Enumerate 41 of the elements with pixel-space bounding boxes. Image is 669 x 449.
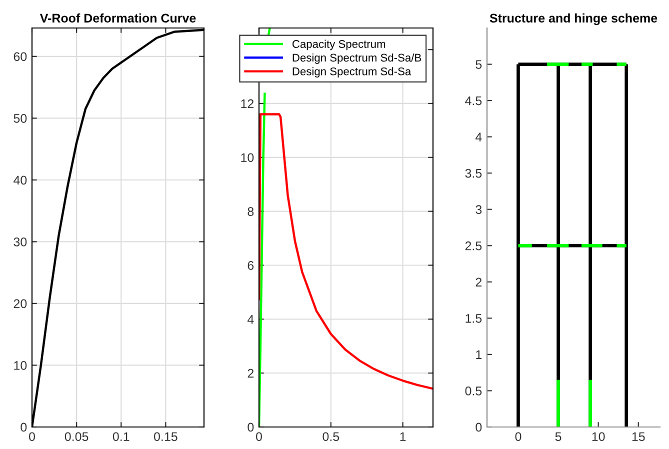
x-tick-label: 0.5 <box>322 432 340 442</box>
y-tick-label: 0 <box>476 422 482 432</box>
y-tick-label: 30 <box>14 238 27 246</box>
y-tick-label: 2 <box>476 278 482 286</box>
x-tick-label: 0 <box>515 432 522 442</box>
x-tick-label: 5 <box>555 432 562 442</box>
x-tick-label: 0.05 <box>64 432 88 442</box>
y-tick-label: 3 <box>476 205 482 214</box>
y-tick-label: 50 <box>14 114 27 123</box>
legend-label: Capacity Spectrum <box>292 40 386 50</box>
y-tick-label: 6 <box>248 261 254 270</box>
y-tick-label: 1.5 <box>466 314 482 323</box>
y-tick-label: 10 <box>14 361 27 370</box>
y-tick-label: 4.5 <box>465 96 482 106</box>
y-tick-label: 4 <box>475 132 482 142</box>
y-tick-label: 2 <box>248 368 254 378</box>
x-tick-label: 0.1 <box>112 432 130 442</box>
y-tick-label: 2.5 <box>465 241 482 250</box>
x-tick-label: 0 <box>256 432 262 442</box>
y-tick-label: 12 <box>241 99 254 108</box>
y-tick-label: 0 <box>248 422 254 432</box>
x-tick-label: 10 <box>592 432 605 442</box>
x-tick-label: 0.15 <box>154 432 178 442</box>
y-tick-label: 40 <box>14 176 27 185</box>
y-tick-label: 0.5 <box>465 386 482 396</box>
y-tick-label: 4 <box>247 315 254 324</box>
y-tick-label: 3.5 <box>465 168 482 178</box>
x-tick-label: 15 <box>632 432 645 442</box>
y-tick-label: 0 <box>20 422 27 432</box>
legend-label: Design Spectrum Sd-Sa/B <box>292 53 422 64</box>
y-tick-label: 1 <box>476 350 482 359</box>
chart-title: Structure and hinge scheme <box>490 13 658 26</box>
y-tick-label: 10 <box>241 153 254 162</box>
legend-label: Design Spectrum Sd-Sa <box>292 67 412 78</box>
y-tick-label: 5 <box>476 60 482 69</box>
y-tick-label: 20 <box>14 299 27 308</box>
y-tick-label: 8 <box>248 207 254 216</box>
chart-title: V-Roof Deformation Curve <box>40 13 196 23</box>
x-tick-label: 1 <box>400 432 406 441</box>
x-tick-label: 0 <box>29 432 35 442</box>
y-tick-label: 60 <box>14 52 27 62</box>
